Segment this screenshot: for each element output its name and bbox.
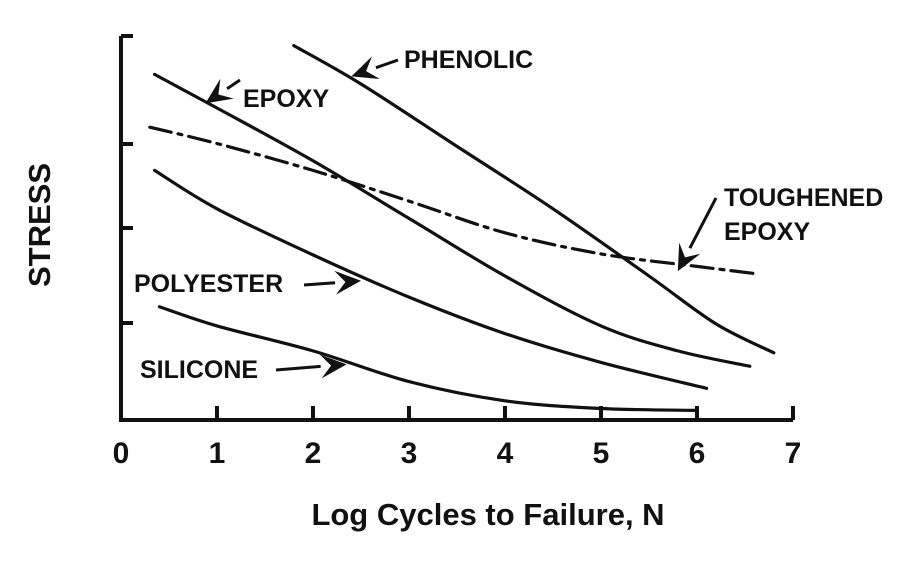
x-axis-title: Log Cycles to Failure, N [311,497,664,532]
x-tick-label-2: 2 [305,437,322,470]
annotation-arrow-shaft-2 [688,197,718,249]
annotation-label-5: SILICONE [140,356,258,384]
annotation-label-2: TOUGHENED [724,184,883,212]
annotation-label-3: EPOXY [724,218,810,246]
curves [148,44,776,412]
annotation-arrow-shaft-0 [375,58,399,70]
annotation-arrow-head-5 [319,354,347,379]
series-polyester [153,168,709,390]
annotation-arrow-shaft-5 [275,364,321,372]
series-phenolic [292,44,776,355]
annotation-arrow-head-4 [334,270,361,295]
x-tick-label-4: 4 [497,437,514,470]
annotations: PHENOLIC EPOXY TOUGHENED EPOXY POLYESTER SILI… [134,46,883,384]
annotation-label-4: POLYESTER [134,270,283,298]
x-tick-labels: 0 1 2 3 4 5 6 7 [113,437,802,470]
series-silicone [157,305,699,412]
series-epoxy [153,72,752,368]
x-tick-label-6: 6 [689,437,706,470]
x-tick-label-5: 5 [593,437,610,470]
annotation-arrow-head-2 [677,242,701,272]
tick-marks [119,34,795,420]
x-tick-label-0: 0 [113,437,130,470]
x-tick-label-7: 7 [785,437,802,470]
series-toughened-epoxy [148,125,761,276]
y-axis-title: STRESS [22,163,57,287]
annotation-arrow-head-1 [205,78,234,104]
annotation-label-0: PHENOLIC [404,46,533,74]
annotation-arrow-shaft-1 [226,78,241,90]
annotation-label-1: EPOXY [243,85,329,113]
x-tick-label-1: 1 [209,437,226,470]
x-tick-label-3: 3 [401,437,418,470]
annotation-arrow-shaft-4 [303,281,336,287]
annotation-arrow-head-0 [351,56,380,80]
